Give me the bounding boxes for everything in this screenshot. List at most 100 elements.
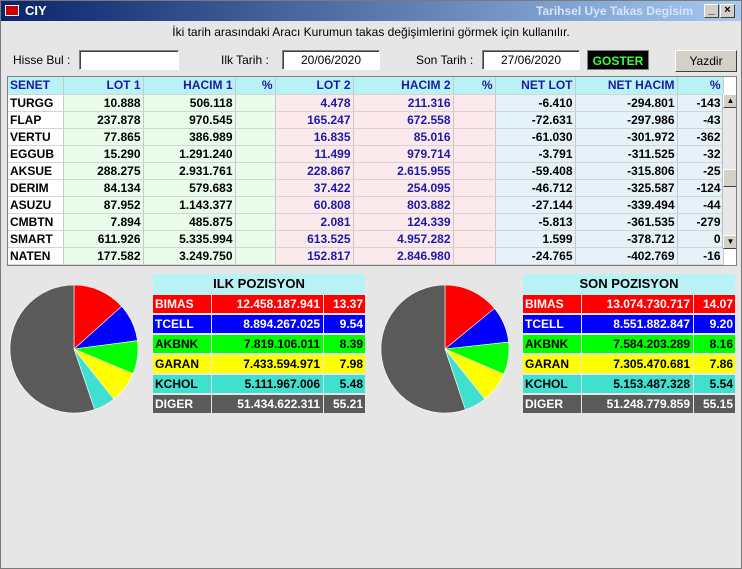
position-percent: 9.20 xyxy=(693,315,735,333)
scroll-up-arrow-icon[interactable]: ▲ xyxy=(723,94,736,108)
table-row[interactable]: NATEN 177.582 3.249.750 152.817 2.846.980 -24… xyxy=(8,247,724,265)
hisse-search-input[interactable] xyxy=(79,50,179,70)
total-cell: 92.918.554.724 xyxy=(353,264,454,265)
column-header[interactable]: % xyxy=(453,77,496,95)
position-percent: 13.37 xyxy=(323,295,365,313)
position-percent: 7.86 xyxy=(693,355,735,373)
ilk-pozisyon-title: ILK POZISYON xyxy=(153,274,365,294)
takas-grid[interactable]: SENET LOT 1 HACIM 1% LOT 2 HACIM 2% NET LOT NE… xyxy=(7,76,737,266)
goster-button[interactable]: GOSTER xyxy=(587,50,649,70)
table-cell xyxy=(235,145,276,163)
table-cell: SMART xyxy=(8,230,64,248)
table-cell: -362 xyxy=(677,128,724,146)
table-cell: -279 xyxy=(677,213,724,231)
position-row: GARAN 7.433.594.971 7.98 xyxy=(153,355,365,373)
grid-scrollbar[interactable]: ▲ ▼ xyxy=(722,94,736,249)
position-value: 7.584.203.289 xyxy=(581,335,693,353)
table-cell: -124 xyxy=(677,179,724,197)
table-cell: 15.290 xyxy=(63,145,144,163)
table-cell: -44 xyxy=(677,196,724,214)
table-cell: 386.989 xyxy=(143,128,236,146)
table-cell xyxy=(235,230,276,248)
table-cell xyxy=(235,128,276,146)
position-name: AKBNK xyxy=(153,335,211,353)
position-name: KCHOL xyxy=(153,375,211,393)
minimize-button[interactable]: _ xyxy=(704,4,719,18)
table-cell: 579.683 xyxy=(143,179,236,197)
table-row[interactable]: CMBTN 7.894 485.875 2.081 124.339 -5.813 -361.… xyxy=(8,213,724,231)
position-value: 5.153.487.328 xyxy=(581,375,693,393)
son-tarih-label: Son Tarih : xyxy=(416,53,474,67)
position-name: AKBNK xyxy=(523,335,581,353)
table-cell: 485.875 xyxy=(143,213,236,231)
table-cell: -361.535 xyxy=(575,213,678,231)
position-name: TCELL xyxy=(153,315,211,333)
position-value: 51.248.779.859 xyxy=(581,395,693,413)
ilk-tarih-input[interactable]: 20/06/2020 xyxy=(282,50,380,70)
position-value: 7.433.594.971 xyxy=(211,355,323,373)
column-header[interactable]: % xyxy=(677,77,724,95)
table-cell: 211.316 xyxy=(353,94,454,112)
table-cell: 4.957.282 xyxy=(353,230,454,248)
table-cell: 970.545 xyxy=(143,111,236,129)
title-bar[interactable]: CIY Tarihsel Uye Takas Degisim _ × xyxy=(1,1,741,21)
table-cell: -46.712 xyxy=(495,179,576,197)
table-cell: -59.408 xyxy=(495,162,576,180)
table-row[interactable]: VERTU 77.865 386.989 16.835 85.016 -61.030 -30… xyxy=(8,128,724,146)
position-row: DIGER 51.434.622.311 55.21 xyxy=(153,395,365,413)
column-header[interactable]: LOT 2 xyxy=(275,77,354,95)
close-button[interactable]: × xyxy=(720,4,735,18)
total-cell: 93.151.745.268 xyxy=(143,264,236,265)
position-row: BIMAS 13.074.730.717 14.07 xyxy=(523,295,735,313)
table-cell: 177.582 xyxy=(63,247,144,265)
table-cell xyxy=(453,145,496,163)
table-cell: -43 xyxy=(677,111,724,129)
son-tarih-input[interactable]: 27/06/2020 xyxy=(482,50,580,70)
son-pozisyon-pie-chart xyxy=(380,284,510,414)
table-cell: 237.878 xyxy=(63,111,144,129)
position-value: 12.458.187.941 xyxy=(211,295,323,313)
column-header[interactable]: NET LOT xyxy=(495,77,576,95)
table-row[interactable]: DERIM 84.134 579.683 37.422 254.095 -46.712 -3… xyxy=(8,179,724,197)
table-cell xyxy=(235,247,276,265)
column-header[interactable]: % xyxy=(235,77,276,95)
table-cell xyxy=(453,94,496,112)
table-cell: NATEN xyxy=(8,247,64,265)
table-cell: -297.986 xyxy=(575,111,678,129)
table-cell: 979.714 xyxy=(353,145,454,163)
column-header[interactable]: HACIM 2 xyxy=(353,77,454,95)
table-row[interactable]: ASUZU 87.952 1.143.377 60.808 803.882 -27.144… xyxy=(8,196,724,214)
table-cell: -311.525 xyxy=(575,145,678,163)
table-cell: -294.801 xyxy=(575,94,678,112)
table-cell: 2.615.955 xyxy=(353,162,454,180)
table-cell: -315.806 xyxy=(575,162,678,180)
table-cell: 124.339 xyxy=(353,213,454,231)
table-cell: 87.952 xyxy=(63,196,144,214)
column-header[interactable]: LOT 1 xyxy=(63,77,144,95)
yazdir-button[interactable]: Yazdir xyxy=(675,50,737,72)
table-row[interactable]: TURGG 10.888 506.118 4.478 211.316 -6.410 -294… xyxy=(8,94,724,112)
app-icon xyxy=(5,5,19,16)
position-row: AKBNK 7.584.203.289 8.16 xyxy=(523,335,735,353)
column-header[interactable]: SENET xyxy=(8,77,64,95)
table-cell: 10.888 xyxy=(63,94,144,112)
position-value: 51.434.622.311 xyxy=(211,395,323,413)
hisse-label: Hisse Bul : xyxy=(13,53,71,67)
position-name: TCELL xyxy=(523,315,581,333)
table-row[interactable]: EGGUB 15.290 1.291.240 11.499 979.714 -3.791-… xyxy=(8,145,724,163)
table-row[interactable]: AKSUE 288.275 2.931.761 228.867 2.615.955 -59… xyxy=(8,162,724,180)
table-cell: 7.894 xyxy=(63,213,144,231)
table-cell: -339.494 xyxy=(575,196,678,214)
table-cell xyxy=(453,128,496,146)
table-row[interactable]: FLAP 237.878 970.545 165.247 672.558 -72.631-… xyxy=(8,111,724,129)
column-header[interactable]: HACIM 1 xyxy=(143,77,236,95)
table-cell: 803.882 xyxy=(353,196,454,214)
table-row[interactable]: SMART 611.926 5.335.994 613.525 4.957.282 1.5… xyxy=(8,230,724,248)
position-value: 7.819.106.011 xyxy=(211,335,323,353)
column-header[interactable]: NET HACIM xyxy=(575,77,678,95)
son-pozisyon-title: SON POZISYON xyxy=(523,274,735,294)
scroll-thumb[interactable] xyxy=(723,169,736,187)
scroll-down-arrow-icon[interactable]: ▼ xyxy=(723,235,736,249)
position-name: DIGER xyxy=(153,395,211,413)
